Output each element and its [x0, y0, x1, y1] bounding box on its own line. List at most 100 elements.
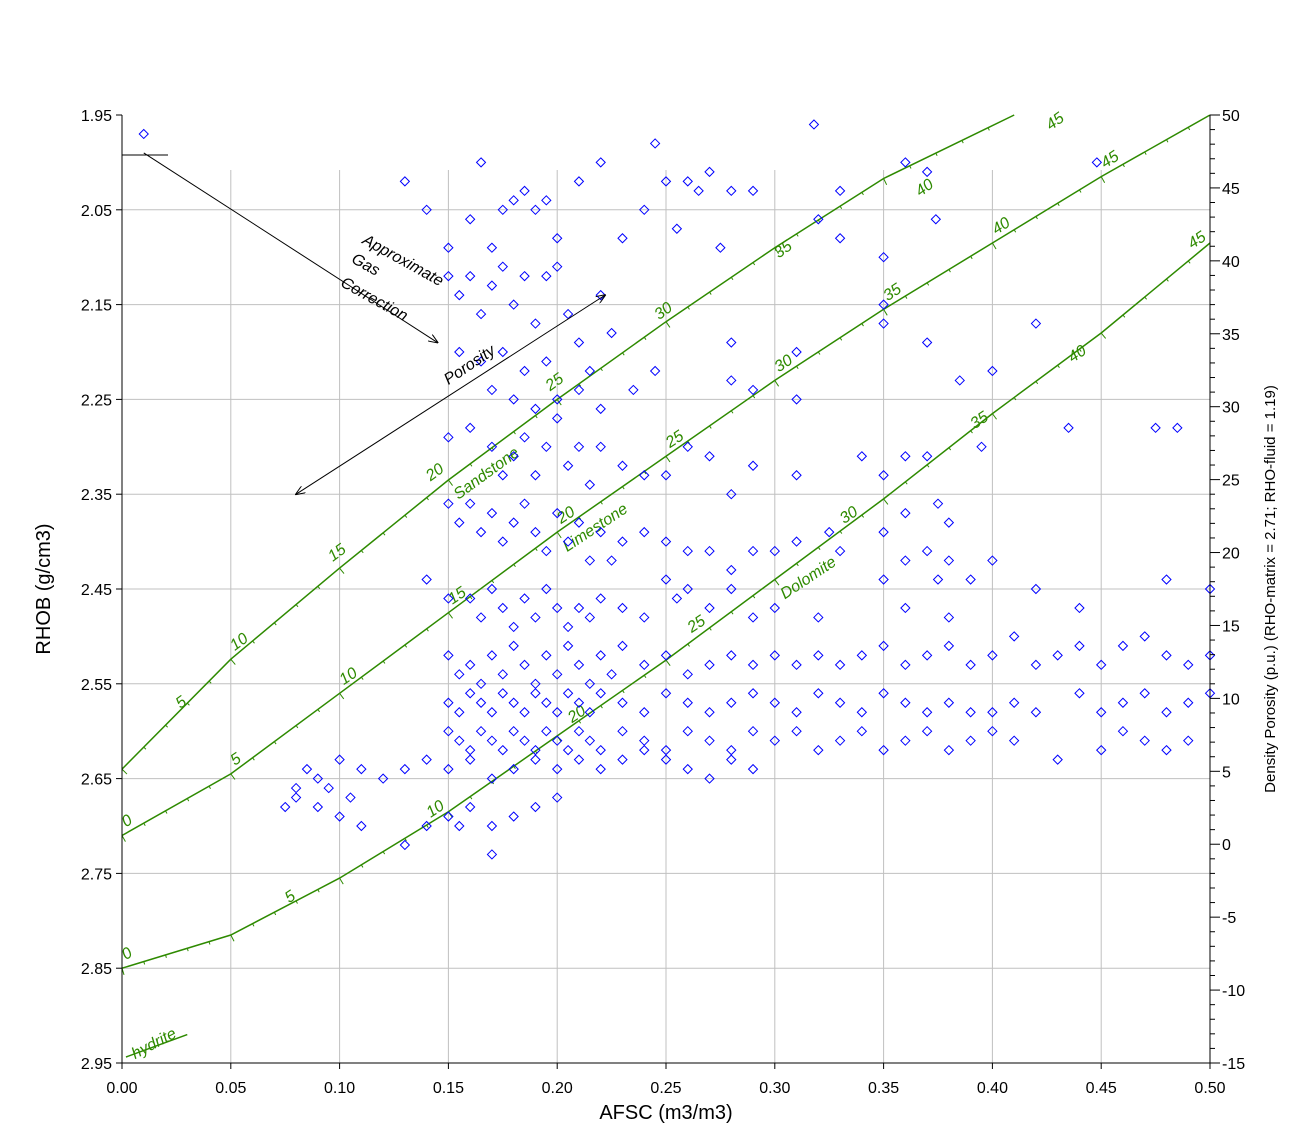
data-point — [530, 470, 541, 481]
data-point — [976, 441, 987, 453]
data-point — [1139, 735, 1150, 746]
line-tick — [273, 912, 277, 916]
data-point — [421, 820, 432, 832]
y-tick-label: 2.15 — [81, 298, 112, 315]
data-point — [530, 318, 541, 329]
data-point — [595, 441, 606, 453]
x-tick-label: 0.45 — [1086, 1080, 1117, 1097]
data-point — [551, 602, 563, 614]
data-point — [464, 270, 476, 282]
line-tick — [165, 724, 169, 728]
data-point — [1052, 650, 1063, 661]
data-point — [747, 725, 759, 737]
sandstone-line — [121, 114, 1015, 770]
data-point — [1030, 707, 1042, 718]
data-point — [1008, 697, 1020, 708]
line-tick — [360, 864, 364, 868]
data-point — [584, 612, 596, 623]
data-point — [519, 365, 530, 377]
line-tick — [469, 463, 473, 467]
data-point — [1161, 744, 1172, 756]
line-tick — [883, 178, 888, 186]
x-tick-label: 0.50 — [1194, 1080, 1225, 1097]
x-tick-label: 0.15 — [433, 1080, 464, 1097]
data-point — [486, 384, 498, 396]
data-point — [421, 754, 432, 765]
data-point — [138, 128, 149, 140]
data-point — [562, 744, 574, 756]
line-tick — [535, 547, 538, 551]
data-point — [519, 498, 530, 509]
data-point — [551, 707, 563, 718]
data-point — [497, 688, 509, 699]
data-point — [301, 763, 313, 775]
line-tick — [426, 628, 429, 632]
line-tick — [665, 659, 671, 667]
line-tick — [926, 464, 930, 468]
data-point — [682, 697, 693, 708]
data-point — [726, 650, 737, 661]
data-point — [878, 744, 889, 756]
line-tick — [970, 255, 973, 260]
data-point — [660, 688, 672, 699]
line-tick — [883, 498, 889, 505]
line-tick — [839, 205, 843, 209]
data-point — [486, 849, 498, 860]
data-point — [921, 650, 933, 661]
line-tick — [622, 690, 625, 694]
line-tick — [839, 337, 843, 341]
line-tick — [208, 941, 211, 945]
data-point — [791, 659, 802, 671]
line-tick — [796, 563, 799, 567]
data-point — [813, 214, 824, 225]
porosity-label: 30 — [651, 299, 675, 323]
data-point — [1139, 631, 1150, 642]
line-tick — [665, 455, 671, 463]
data-point — [454, 289, 465, 301]
data-point — [791, 725, 802, 737]
data-point — [1095, 744, 1107, 756]
line-tick — [1100, 176, 1106, 183]
line-tick — [165, 954, 167, 958]
data-point — [878, 318, 889, 329]
data-point — [573, 441, 585, 453]
x-tick-label: 0.30 — [759, 1080, 790, 1097]
data-point — [769, 602, 781, 614]
data-point — [1117, 725, 1129, 737]
data-point — [649, 138, 661, 149]
data-point — [726, 488, 737, 500]
data-point — [497, 346, 509, 358]
line-tick — [1057, 202, 1060, 206]
line-tick — [317, 889, 320, 893]
x-axis-title: AFSC (m3/m3) — [599, 1102, 732, 1124]
y2-tick-label: 15 — [1222, 618, 1240, 635]
y-tick-label: 2.25 — [81, 392, 112, 409]
data-point — [693, 185, 704, 197]
data-point — [932, 498, 944, 509]
data-point — [323, 782, 334, 794]
data-point — [595, 526, 606, 538]
data-point — [704, 735, 715, 746]
data-point — [747, 545, 759, 557]
data-point — [475, 678, 487, 690]
line-tick — [622, 352, 625, 356]
line-tick — [513, 431, 516, 435]
data-point — [791, 707, 802, 718]
data-point — [530, 204, 541, 216]
data-point — [541, 270, 552, 282]
line-tick — [709, 627, 712, 631]
data-point — [813, 688, 824, 699]
data-point — [486, 735, 498, 746]
data-point — [1161, 707, 1172, 718]
data-point — [726, 375, 737, 386]
data-point — [551, 792, 563, 803]
x-tick-label: 0.40 — [977, 1080, 1008, 1097]
data-point — [834, 697, 846, 708]
data-point — [486, 242, 498, 253]
data-point — [726, 185, 737, 197]
data-point — [519, 659, 530, 671]
data-point — [932, 574, 944, 585]
line-tick — [121, 835, 126, 842]
line-tick — [339, 692, 345, 700]
